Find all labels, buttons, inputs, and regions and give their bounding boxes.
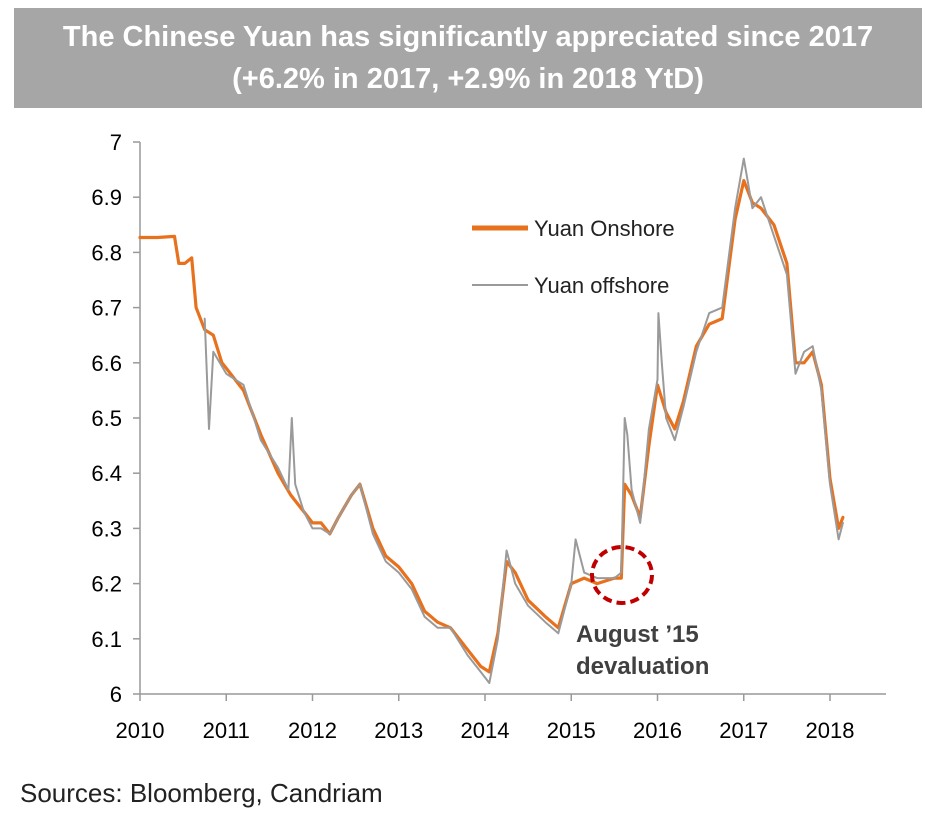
series-line-yuan-offshore [203, 157, 844, 684]
legend-label: Yuan offshore [534, 273, 669, 298]
y-tick-label: 6 [110, 682, 122, 707]
y-tick-label: 6.8 [91, 240, 122, 265]
annotation-line-2: devaluation [576, 653, 709, 680]
x-tick-label: 2017 [719, 718, 768, 743]
legend-label: Yuan Onshore [534, 216, 675, 241]
y-tick-label: 6.7 [91, 296, 122, 321]
x-tick-label: 2012 [288, 718, 337, 743]
y-tick-label: 6.5 [91, 406, 122, 431]
x-tick-label: 2014 [461, 718, 510, 743]
annotation-group: August ’15 devaluation [576, 545, 709, 680]
annotation-line-1: August ’15 [576, 621, 699, 648]
y-tick-label: 6.9 [91, 185, 122, 210]
y-tick-label: 6.3 [91, 516, 122, 541]
axes: 6 6.1 6.2 6.3 6.4 6.5 6.6 6.7 6.8 6.9 7 2010 2011 201… [91, 130, 886, 743]
x-tick-label: 2010 [116, 718, 165, 743]
series-group [138, 157, 845, 684]
devaluation-circle [590, 545, 654, 605]
chart-title: The Chinese Yuan has significantly appre… [62, 21, 874, 95]
y-tick-label: 7 [110, 130, 122, 155]
x-tick-label: 2011 [203, 718, 250, 743]
x-tick-label: 2016 [633, 718, 682, 743]
x-tick-label: 2018 [806, 718, 855, 743]
x-tick-label: 2013 [374, 718, 423, 743]
y-tick-label: 6.4 [91, 461, 122, 486]
y-tick-label: 6.2 [91, 572, 122, 597]
x-tick-label: 2015 [547, 718, 596, 743]
series-line-yuan-onshore [138, 179, 845, 674]
legend: Yuan Onshore Yuan offshore [472, 216, 675, 298]
y-tick-label: 6.1 [91, 627, 122, 652]
source-note: Sources: Bloomberg, Candriam [20, 778, 383, 808]
title-banner: The Chinese Yuan has significantly appre… [14, 8, 922, 108]
y-tick-label: 6.6 [91, 351, 122, 376]
